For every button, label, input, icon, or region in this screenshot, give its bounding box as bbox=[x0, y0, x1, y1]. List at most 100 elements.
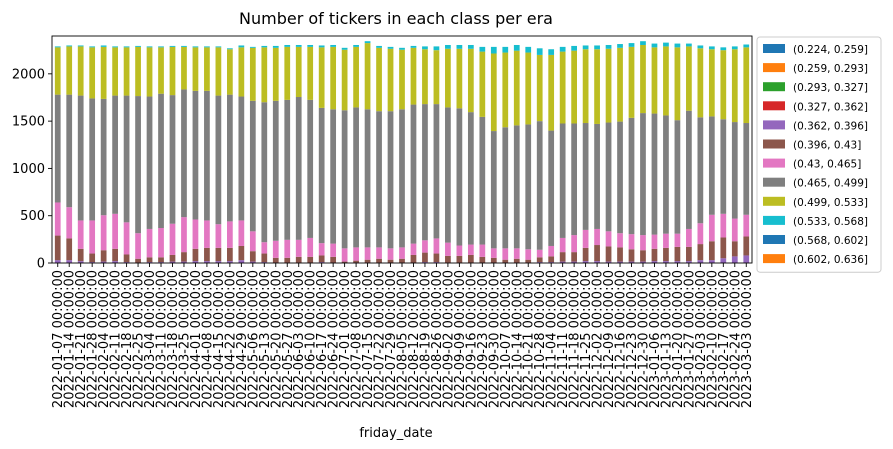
bar-segment bbox=[307, 44, 314, 47]
bar-segment bbox=[617, 47, 623, 122]
bar-segment bbox=[192, 219, 199, 249]
legend-label: (0.224, 0.259] bbox=[793, 44, 868, 56]
bar-segment bbox=[353, 46, 359, 108]
x-tick-label: 2023-02-10 00:00:00 bbox=[705, 270, 720, 408]
bar-segment bbox=[54, 235, 61, 261]
bar-segment bbox=[284, 239, 291, 258]
bar-segment bbox=[123, 222, 130, 255]
x-tick-label: 2022-12-16 00:00:00 bbox=[614, 270, 629, 408]
bar-segment bbox=[651, 47, 658, 114]
x-tick-label: 2022-04-29 00:00:00 bbox=[235, 270, 250, 408]
bar-segment bbox=[456, 48, 463, 109]
bar-segment bbox=[399, 49, 405, 110]
bar-segment bbox=[135, 46, 141, 97]
bar-segment bbox=[181, 46, 187, 90]
bar-segment bbox=[559, 237, 566, 253]
x-tick-label: 2022-02-11 00:00:00 bbox=[109, 270, 124, 408]
x-tick-label: 2022-10-14 00:00:00 bbox=[510, 270, 525, 408]
bar-segment bbox=[502, 248, 509, 260]
bar-segment bbox=[697, 244, 704, 261]
x-tick-label: 2022-02-25 00:00:00 bbox=[132, 270, 147, 408]
bar-segment bbox=[720, 258, 727, 263]
bar-segment bbox=[249, 47, 256, 101]
bar-segment bbox=[708, 260, 715, 263]
bar-segment bbox=[559, 261, 566, 263]
bar-segment bbox=[66, 94, 73, 208]
x-tick-label: 2022-10-07 00:00:00 bbox=[499, 270, 514, 408]
legend-swatch bbox=[763, 120, 785, 130]
bar-segment bbox=[640, 261, 646, 263]
bar-segment bbox=[525, 259, 532, 263]
x-axis-label: friday_date bbox=[359, 426, 432, 441]
bar-segment bbox=[295, 44, 302, 47]
bar-segment bbox=[272, 100, 279, 241]
bar-segment bbox=[112, 46, 118, 48]
bar-segment bbox=[399, 47, 405, 50]
bar-segment bbox=[628, 261, 635, 263]
bar-segment bbox=[181, 217, 187, 253]
x-tick-label: 2022-01-28 00:00:00 bbox=[86, 270, 101, 408]
bar-segment bbox=[410, 45, 417, 48]
bar-segment bbox=[433, 104, 440, 239]
bar-segment bbox=[651, 234, 658, 249]
bar-segment bbox=[605, 48, 612, 123]
bar-segment bbox=[720, 47, 727, 51]
bar-segment bbox=[731, 256, 738, 263]
bar-segment bbox=[169, 223, 176, 255]
bar-segment bbox=[720, 119, 727, 214]
bar-segment bbox=[720, 50, 727, 120]
bar-segment bbox=[490, 131, 497, 249]
bar-segment bbox=[181, 261, 187, 263]
bar-segment bbox=[422, 104, 428, 241]
bar-segment bbox=[135, 45, 141, 47]
bar-segment bbox=[605, 44, 612, 49]
bar-segment bbox=[100, 215, 107, 251]
bar-segment bbox=[502, 52, 509, 128]
x-tick-label: 2022-09-16 00:00:00 bbox=[464, 270, 479, 408]
bar-segment bbox=[376, 247, 382, 259]
bar-segment bbox=[249, 261, 256, 263]
x-tick-label: 2023-02-03 00:00:00 bbox=[694, 270, 709, 408]
bar-segment bbox=[686, 261, 692, 263]
bar-segment bbox=[640, 113, 646, 236]
bar-segment bbox=[112, 95, 118, 214]
bar-segment bbox=[456, 108, 463, 246]
bar-segment bbox=[169, 261, 176, 263]
bar-segment bbox=[66, 238, 73, 261]
bar-segment bbox=[536, 54, 543, 122]
bar-segment bbox=[525, 52, 532, 125]
bar-segment bbox=[445, 48, 451, 108]
bar-segment bbox=[571, 261, 577, 263]
bar-segment bbox=[261, 253, 268, 263]
x-tick-label: 2022-06-17 00:00:00 bbox=[315, 270, 330, 408]
x-tick-label: 2023-01-13 00:00:00 bbox=[659, 270, 674, 408]
bar-segment bbox=[54, 94, 61, 203]
bar-segment bbox=[731, 46, 738, 50]
bar-segment bbox=[330, 256, 337, 263]
x-tick-label: 2022-03-18 00:00:00 bbox=[166, 270, 181, 408]
bar-segment bbox=[54, 46, 61, 48]
bar-segment bbox=[708, 241, 715, 261]
bar-segment bbox=[697, 45, 704, 49]
bar-segment bbox=[490, 46, 497, 54]
bar-segment bbox=[204, 220, 210, 248]
bar-segment bbox=[743, 214, 750, 237]
bar-segment bbox=[674, 43, 681, 48]
bar-segment bbox=[582, 49, 589, 124]
legend-swatch bbox=[763, 158, 785, 168]
x-tick-label: 2022-06-10 00:00:00 bbox=[304, 270, 319, 408]
x-tick-label: 2022-08-26 00:00:00 bbox=[430, 270, 445, 408]
bar-segment bbox=[479, 51, 486, 117]
legend-label: (0.533, 0.568] bbox=[793, 216, 868, 228]
bar-segment bbox=[318, 243, 325, 256]
bar-segment bbox=[686, 246, 692, 262]
x-tick-label: 2022-09-30 00:00:00 bbox=[487, 270, 502, 408]
legend-swatch bbox=[763, 101, 785, 111]
bar-segment bbox=[146, 257, 153, 263]
bar-segment bbox=[146, 47, 153, 97]
bar-segment bbox=[238, 245, 245, 261]
bar-segment bbox=[697, 223, 704, 245]
bar-segment bbox=[559, 123, 566, 238]
bar-segment bbox=[433, 253, 440, 263]
bar-segment bbox=[158, 46, 164, 48]
